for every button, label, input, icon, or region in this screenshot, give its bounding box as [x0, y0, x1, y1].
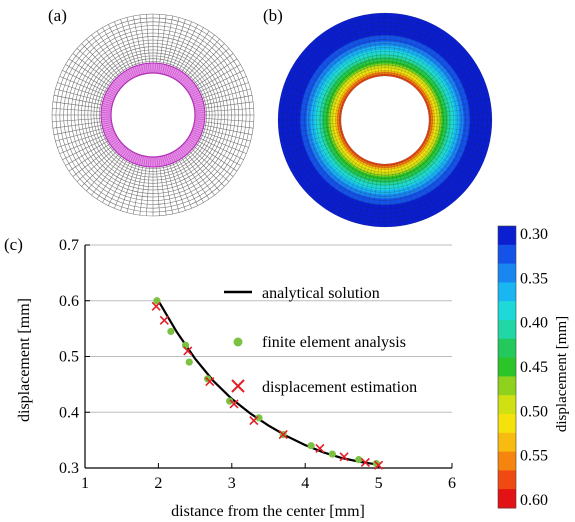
y-tick-label: 0.4 [59, 404, 79, 421]
displacement-chart: 0.3 0.4 0.5 0.6 0.7 1 2 3 4 5 6 analytical soluti… [16, 237, 456, 520]
displacement-contour-plot [277, 12, 493, 228]
contour-mesh [277, 12, 493, 228]
fea-point [167, 327, 175, 336]
panel-c-label: (c) [4, 235, 23, 254]
y-tick-label: 0.3 [59, 460, 79, 477]
colorbar-swatch [498, 357, 516, 377]
estimation-point [339, 452, 349, 462]
colorbar-title: displacement [mm] [554, 316, 570, 432]
colorbar-swatch [498, 451, 516, 471]
mesh-lines [51, 13, 255, 217]
y-tick-label: 0.6 [59, 293, 79, 310]
colorbar-swatch [498, 226, 516, 246]
fea-point [255, 414, 263, 422]
fea-point [225, 397, 234, 405]
estimation-point [278, 429, 288, 440]
estimation-point [205, 377, 215, 387]
colorbar-tick-label: 0.50 [520, 403, 548, 420]
estimation-point [151, 301, 161, 311]
mesh-diagram [51, 13, 255, 217]
y-tick-label: 0.5 [59, 349, 79, 366]
chart-series [151, 297, 384, 470]
fea-point [355, 456, 363, 464]
colorbar-swatch [498, 432, 516, 453]
x-tick-label: 2 [154, 475, 162, 492]
colorbar-tick-label: 0.35 [520, 270, 548, 287]
legend-x-swatch [231, 379, 245, 393]
y-tick-label: 0.7 [59, 237, 79, 254]
x-tick-label: 4 [301, 475, 309, 492]
panel-b-label: (b) [263, 6, 283, 25]
colorbar-tick-labels: 0.30 0.35 0.40 0.45 0.50 0.55 0.60 [520, 226, 548, 509]
colorbar-tick-label: 0.60 [520, 492, 548, 509]
estimation-point [374, 460, 384, 470]
estimation-point [159, 315, 169, 325]
colorbar-tick-label: 0.45 [520, 359, 548, 376]
x-tick-label: 5 [375, 475, 383, 492]
colorbar-swatch [498, 395, 516, 415]
legend-fea: finite element analysis [262, 334, 406, 351]
inner-boundary-ring [100, 62, 206, 168]
colorbar-swatch [498, 414, 516, 434]
estimation-point [360, 457, 370, 467]
colorbar-swatch [498, 301, 516, 321]
x-axis-label: distance from the center [mm] [171, 503, 365, 520]
x-tick-label: 1 [81, 475, 89, 492]
colorbar-swatch [498, 489, 516, 509]
colorbar-swatch [498, 470, 516, 490]
estimation-point [315, 443, 325, 454]
colorbar: 0.30 0.35 0.40 0.45 0.50 0.55 0.60 displacemen… [497, 225, 570, 509]
fea-point [153, 297, 161, 305]
chart-legend: analytical solution finite element analy… [224, 285, 417, 396]
y-tick-labels: 0.3 0.4 0.5 0.6 0.7 [59, 237, 79, 477]
legend-analytical: analytical solution [262, 285, 380, 302]
estimation-point [249, 416, 259, 426]
fea-point [307, 442, 315, 450]
x-tick-label: 6 [448, 475, 456, 492]
estimation-point [183, 346, 193, 356]
fea-point [185, 358, 193, 366]
colorbar-swatch [498, 244, 516, 265]
colorbar-swatches [497, 225, 517, 509]
x-tick-labels: 1 2 3 4 5 6 [81, 475, 456, 492]
panel-a-label: (a) [48, 6, 67, 25]
chart-gridlines [85, 244, 452, 469]
colorbar-swatch [498, 376, 516, 396]
legend-dot-swatch [233, 337, 243, 347]
x-tick-label: 3 [228, 475, 236, 492]
fea-point [328, 450, 336, 458]
colorbar-swatch [498, 263, 516, 283]
estimation-point [229, 399, 239, 409]
colorbar-swatch [498, 282, 516, 302]
legend-estimation: displacement estimation [262, 379, 417, 396]
colorbar-swatch [498, 338, 516, 359]
y-axis-label: displacement [mm] [16, 298, 33, 422]
colorbar-tick-label: 0.40 [520, 315, 548, 332]
colorbar-tick-label: 0.30 [520, 226, 548, 243]
colorbar-swatch [498, 320, 516, 340]
colorbar-tick-label: 0.55 [520, 448, 548, 465]
